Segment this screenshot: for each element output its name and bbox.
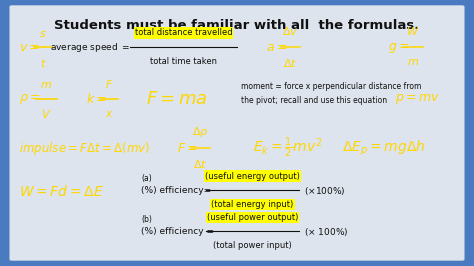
Text: (b): (b)	[141, 215, 152, 224]
Text: ($\times$ 100%): ($\times$ 100%)	[304, 226, 348, 238]
Text: the pivot; recall and use this equation: the pivot; recall and use this equation	[241, 96, 388, 105]
Text: $\rho=$: $\rho=$	[18, 92, 40, 106]
Text: $m$: $m$	[40, 81, 52, 90]
Text: average speed $=$: average speed $=$	[50, 41, 130, 55]
Text: $\Delta E_p = mg\Delta h$: $\Delta E_p = mg\Delta h$	[342, 138, 425, 158]
Text: $k=$: $k=$	[85, 92, 107, 106]
Text: $F =$: $F =$	[177, 142, 198, 155]
Text: $g=$: $g=$	[389, 41, 410, 55]
Text: $V$: $V$	[41, 108, 52, 120]
Text: $a=$: $a=$	[266, 41, 287, 55]
Text: (a): (a)	[141, 173, 152, 182]
Text: (useful energy output): (useful energy output)	[205, 172, 300, 181]
Text: $F$: $F$	[105, 78, 113, 90]
Text: total distance travelled: total distance travelled	[135, 28, 232, 38]
Text: $p = mv$: $p = mv$	[395, 92, 440, 106]
Text: $s$: $s$	[39, 29, 47, 39]
Text: $F = ma$: $F = ma$	[146, 90, 208, 108]
Text: $W = Fd = \Delta E$: $W = Fd = \Delta E$	[18, 184, 103, 199]
Text: (total power input): (total power input)	[213, 241, 292, 250]
Text: (%) efficiency =: (%) efficiency =	[141, 227, 214, 236]
Text: ($\times$100%): ($\times$100%)	[304, 185, 346, 197]
Text: $x$: $x$	[105, 109, 113, 119]
Text: $\Delta\rho$: $\Delta\rho$	[192, 125, 209, 139]
Text: $\Delta t$: $\Delta t$	[193, 157, 208, 169]
Text: $t$: $t$	[40, 57, 46, 69]
Text: $v=$: $v=$	[18, 41, 40, 55]
Text: $E_k = \frac{1}{2}mv^2$: $E_k = \frac{1}{2}mv^2$	[253, 136, 322, 160]
Text: (total energy input): (total energy input)	[211, 200, 294, 209]
Text: total time taken: total time taken	[150, 57, 217, 66]
Text: Students must be familiar with all  the formulas.: Students must be familiar with all the f…	[55, 19, 419, 32]
Text: $W$: $W$	[406, 26, 419, 38]
Text: $impulse = F\Delta t = \Delta(mv)$: $impulse = F\Delta t = \Delta(mv)$	[18, 139, 150, 156]
Text: moment = force x perpendicular distance from: moment = force x perpendicular distance …	[241, 82, 422, 91]
Text: $\Delta t$: $\Delta t$	[283, 57, 298, 69]
Text: (useful power output): (useful power output)	[207, 213, 298, 222]
Text: $\Delta v$: $\Delta v$	[283, 26, 299, 38]
Text: (%) efficiency=: (%) efficiency=	[141, 186, 211, 195]
Text: $m$: $m$	[407, 57, 419, 68]
